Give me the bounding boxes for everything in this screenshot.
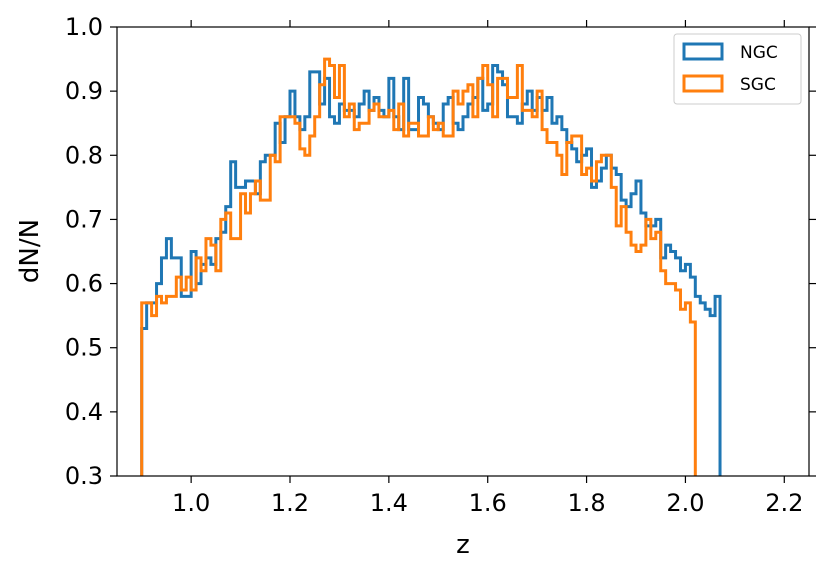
- y-tick-label: 0.6: [65, 270, 103, 298]
- y-tick-label: 0.9: [65, 77, 103, 105]
- x-tick-label: 1.2: [271, 489, 309, 517]
- x-tick-label: 1.4: [370, 489, 408, 517]
- x-tick-label: 1.6: [469, 489, 507, 517]
- legend-swatch-ngc: [682, 42, 724, 61]
- y-tick-label: 1.0: [65, 13, 103, 41]
- legend-label-ngc: NGC: [740, 43, 778, 63]
- x-tick-label: 2.0: [666, 489, 704, 517]
- series-line-sgc: [140, 57, 697, 476]
- ticks-layer: 1.0 1.2 1.4 1.6 1.8 2.0 2.2 0.3 0.4 0.5 0.6 0.7 0.8 0…: [65, 13, 816, 517]
- plot-frame: [116, 26, 810, 477]
- y-axis-title: dN/N: [15, 219, 45, 283]
- x-tick-label: 1.8: [567, 489, 605, 517]
- y-tick-label: 0.5: [65, 334, 103, 362]
- x-tick-label: 2.2: [765, 489, 803, 517]
- legend: NGC SGC: [673, 33, 802, 105]
- y-tick-label: 0.4: [65, 398, 103, 426]
- y-tick-label: 0.7: [65, 205, 103, 233]
- series-layer: [140, 57, 722, 476]
- legend-box: [673, 33, 802, 105]
- x-tick-label: 1.0: [172, 489, 210, 517]
- legend-label-sgc: SGC: [740, 75, 776, 95]
- y-tick-label: 0.8: [65, 141, 103, 169]
- x-axis-title: z: [456, 530, 470, 560]
- y-tick-label: 0.3: [65, 462, 103, 490]
- legend-swatch-sgc: [682, 74, 724, 93]
